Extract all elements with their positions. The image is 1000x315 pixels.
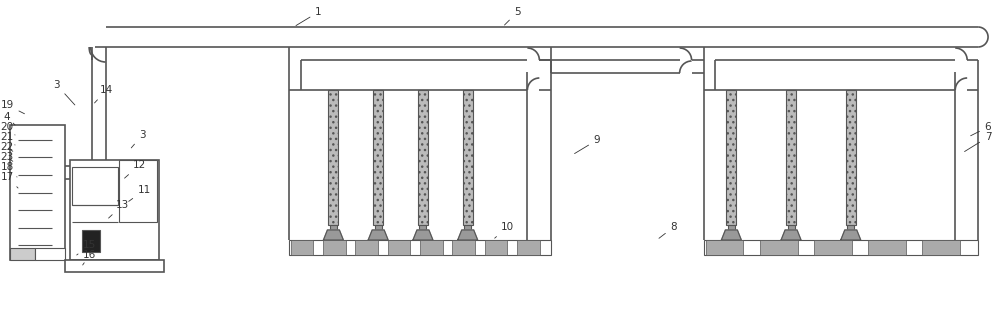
- Bar: [847, 225, 854, 230]
- Bar: [464, 225, 471, 230]
- Polygon shape: [721, 230, 741, 240]
- Polygon shape: [781, 230, 801, 240]
- Text: 7: 7: [965, 132, 991, 152]
- Bar: [704, 240, 978, 255]
- Bar: [328, 90, 338, 225]
- Bar: [289, 240, 551, 255]
- Bar: [418, 90, 428, 225]
- Bar: [323, 240, 346, 255]
- Text: 23: 23: [0, 152, 14, 162]
- Polygon shape: [323, 230, 343, 240]
- Bar: [330, 225, 337, 230]
- Bar: [452, 240, 475, 255]
- Polygon shape: [368, 230, 388, 240]
- Text: 16: 16: [83, 250, 96, 265]
- Text: 5: 5: [504, 7, 521, 25]
- Text: 9: 9: [575, 135, 600, 154]
- Bar: [463, 90, 473, 225]
- Polygon shape: [841, 230, 861, 240]
- Bar: [485, 240, 507, 255]
- Text: 19: 19: [0, 100, 24, 114]
- Text: 14: 14: [95, 85, 113, 103]
- Text: 22: 22: [0, 142, 14, 152]
- Bar: [922, 240, 960, 255]
- Bar: [846, 90, 856, 225]
- Bar: [868, 240, 906, 255]
- Text: 8: 8: [659, 222, 677, 238]
- Bar: [10, 248, 35, 260]
- Polygon shape: [458, 230, 478, 240]
- Text: 6: 6: [971, 122, 991, 136]
- Bar: [70, 160, 159, 260]
- Bar: [355, 240, 378, 255]
- Text: 13: 13: [109, 200, 129, 218]
- Bar: [10, 125, 65, 260]
- Bar: [375, 225, 382, 230]
- Bar: [373, 90, 383, 225]
- Text: 12: 12: [125, 160, 146, 178]
- Text: 10: 10: [495, 222, 514, 238]
- Bar: [119, 160, 157, 222]
- Bar: [82, 230, 100, 252]
- Bar: [35, 248, 65, 260]
- Bar: [760, 240, 798, 255]
- Bar: [706, 240, 743, 255]
- Text: 3: 3: [131, 130, 146, 148]
- Text: 21: 21: [0, 132, 15, 145]
- Bar: [65, 260, 164, 272]
- Text: 17: 17: [0, 172, 18, 188]
- Text: 18: 18: [0, 162, 17, 177]
- Bar: [419, 225, 426, 230]
- Text: 20: 20: [1, 122, 15, 135]
- Bar: [517, 240, 540, 255]
- Bar: [788, 225, 795, 230]
- Text: 11: 11: [129, 185, 151, 201]
- Bar: [726, 90, 736, 225]
- Text: 4: 4: [4, 112, 15, 125]
- Bar: [420, 240, 443, 255]
- Bar: [728, 225, 735, 230]
- Bar: [786, 90, 796, 225]
- Bar: [814, 240, 852, 255]
- Text: 1: 1: [296, 7, 322, 26]
- Polygon shape: [413, 230, 433, 240]
- Text: 15: 15: [77, 240, 96, 255]
- Bar: [291, 240, 313, 255]
- Text: 3: 3: [53, 80, 75, 105]
- Bar: [388, 240, 410, 255]
- Bar: [72, 167, 118, 205]
